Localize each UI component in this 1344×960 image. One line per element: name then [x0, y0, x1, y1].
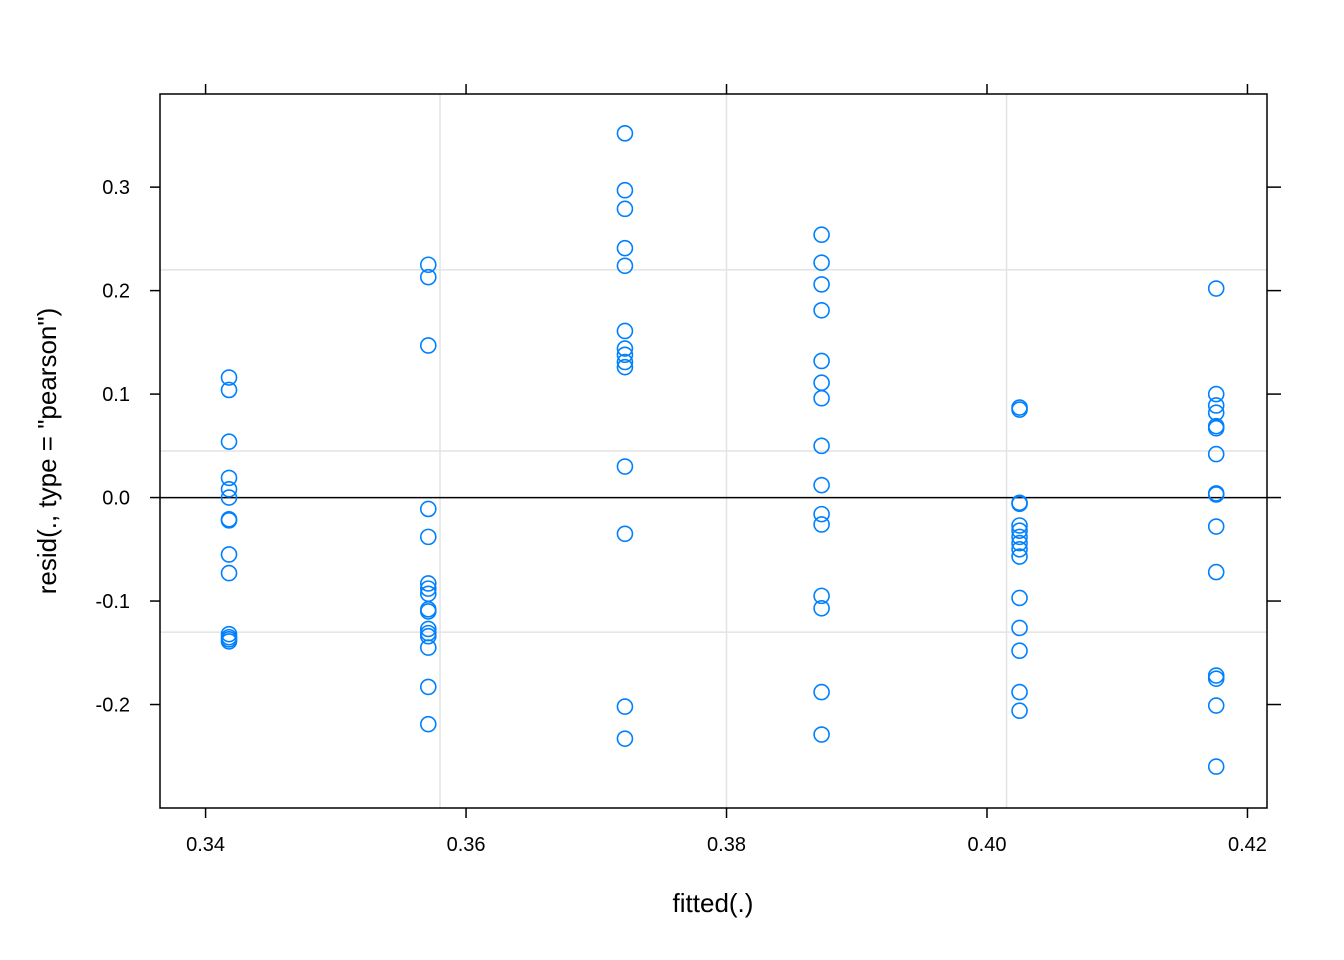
data-point: [419, 580, 437, 597]
data-point: [1207, 445, 1225, 463]
data-point: [220, 480, 238, 498]
data-point: [813, 587, 830, 605]
data-point: [1011, 517, 1028, 534]
data-point: [616, 322, 634, 340]
data-point: [616, 200, 634, 218]
data-point: [1011, 683, 1028, 701]
data-point: [419, 627, 437, 645]
y-tick-label: 0.0: [102, 488, 130, 510]
data-point: [1207, 397, 1225, 414]
data-point: [1207, 486, 1225, 503]
y-tick-label: 0.3: [102, 177, 130, 199]
y-axis-title: resid(., type = "pearson"): [32, 308, 62, 595]
data-point: [813, 389, 830, 407]
data-point: [813, 254, 830, 271]
axis-ticks: 0.34 0.36 0.38 0.40 0.42 -0.2 -0.1 0.0 0.1 0.2 0.3: [96, 84, 1281, 856]
data-point: [1011, 541, 1028, 558]
data-point: [220, 489, 238, 506]
data-point: [813, 505, 830, 523]
data-point: [220, 512, 238, 529]
data-point: [1011, 528, 1028, 546]
x-tick-label: 0.40: [968, 834, 1007, 856]
grid-lines: [160, 94, 1267, 808]
data-point: [220, 633, 238, 650]
data-point: [616, 358, 634, 376]
data-point: [616, 458, 634, 475]
data-point: [1011, 589, 1028, 607]
data-point: [1011, 495, 1028, 513]
data-point: [220, 564, 238, 582]
data-point: [1207, 758, 1225, 775]
x-tick-label: 0.42: [1228, 834, 1267, 856]
data-point: [1011, 534, 1028, 552]
data-point: [813, 276, 830, 293]
data-point: [1011, 548, 1028, 565]
x-tick-label: 0.38: [707, 834, 746, 856]
data-point: [1011, 702, 1028, 720]
data-point: [1207, 280, 1225, 297]
data-point: [1207, 697, 1225, 714]
data-point: [813, 226, 830, 244]
data-point: [813, 683, 830, 701]
data-point: [616, 125, 634, 142]
data-point: [419, 337, 437, 354]
data-point: [220, 433, 238, 450]
data-points: [220, 125, 1225, 775]
x-axis-title: fitted(.): [673, 888, 754, 918]
data-point: [813, 301, 830, 319]
data-point: [1207, 563, 1225, 581]
data-point: [1011, 522, 1028, 539]
data-point: [1207, 385, 1225, 403]
data-point: [1207, 419, 1225, 437]
data-point: [419, 500, 437, 518]
data-point: [616, 525, 634, 543]
data-point: [616, 346, 634, 364]
data-point: [419, 268, 437, 286]
data-point: [220, 546, 238, 563]
y-tick-label: -0.2: [96, 695, 130, 717]
data-point: [813, 352, 830, 370]
data-point: [1011, 401, 1028, 418]
data-point: [419, 620, 437, 638]
data-point: [419, 575, 437, 592]
data-point: [616, 181, 634, 199]
data-point: [616, 239, 634, 257]
data-point: [419, 678, 437, 696]
data-point: [813, 437, 830, 455]
x-tick-label: 0.34: [186, 834, 225, 856]
data-point: [813, 476, 830, 494]
y-tick-label: -0.1: [96, 591, 130, 613]
plot-frame: [159, 93, 1268, 809]
data-point: [419, 256, 437, 274]
x-tick-label: 0.36: [447, 834, 486, 856]
data-point: [220, 369, 238, 386]
data-point: [419, 639, 437, 656]
data-point: [1207, 670, 1225, 687]
data-point: [1207, 518, 1225, 535]
data-point: [419, 603, 437, 620]
data-point: [813, 516, 830, 533]
data-point: [419, 528, 437, 546]
y-tick-label: 0.1: [102, 384, 130, 406]
data-point: [813, 726, 830, 743]
data-point: [616, 340, 634, 357]
data-point: [1011, 642, 1028, 660]
data-point: [616, 730, 634, 747]
data-point: [220, 469, 238, 487]
y-tick-label: 0.2: [102, 281, 130, 303]
data-point: [813, 599, 830, 617]
data-point: [1011, 619, 1028, 637]
data-point: [616, 698, 634, 715]
data-point: [616, 353, 634, 371]
data-point: [616, 257, 634, 275]
data-point: [220, 381, 238, 399]
data-point: [419, 715, 437, 733]
